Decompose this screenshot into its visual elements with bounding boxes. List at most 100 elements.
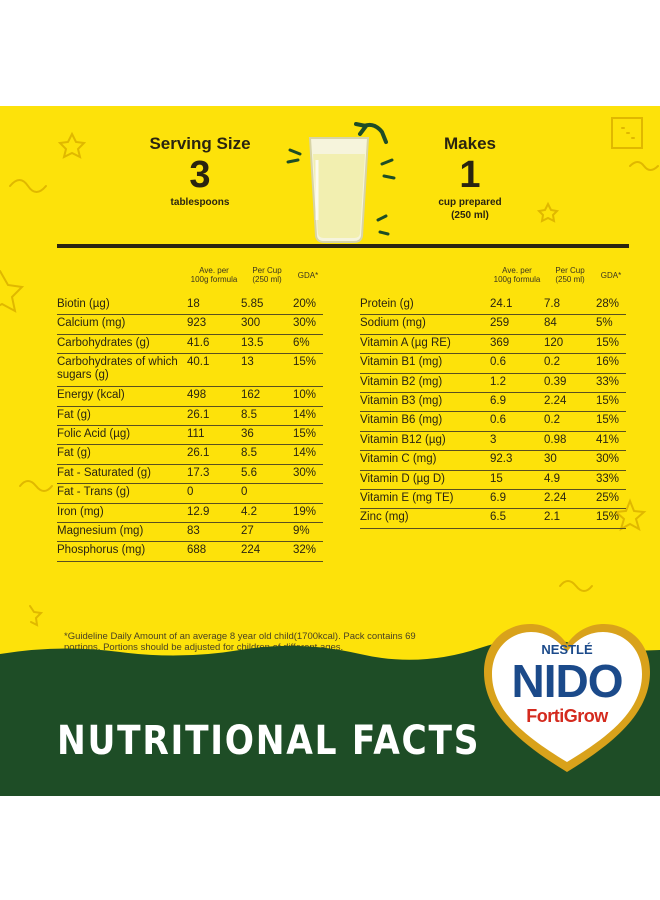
table-row: Carbohydrates (g) 41.6 13.5 6%	[57, 335, 323, 355]
makes-unit-line2: (250 ml)	[451, 210, 489, 221]
table-row: Sodium (mg) 259 84 5%	[360, 315, 626, 335]
nutrient-name: Carbohydrates (g)	[57, 336, 150, 349]
nutrient-name: Energy (kcal)	[57, 389, 125, 402]
nutrient-name: Vitamin B1 (mg)	[360, 356, 443, 369]
nutrient-name: Vitamin A (µg RE)	[360, 336, 451, 349]
nutrient-name: Carbohydrates of which sugars (g)	[57, 356, 178, 382]
percup-value: 36	[241, 427, 254, 440]
table-row: Energy (kcal) 498 162 10%	[57, 387, 323, 407]
nutrient-name: Biotin (µg)	[57, 298, 110, 310]
col-percup-line2-right: (250 ml)	[555, 275, 585, 284]
per100-value: 15	[490, 472, 503, 485]
percup-value: 5.6	[241, 466, 257, 479]
per100-value: 1.2	[490, 375, 506, 388]
gda-value	[293, 484, 323, 486]
gda-footnote: *Guideline Daily Amount of an average 8 …	[64, 631, 416, 653]
gda-value: 28%	[596, 298, 620, 310]
gda-value: 16%	[596, 356, 620, 369]
makes-title: Makes	[444, 134, 496, 153]
col-per100-line2-right: 100g formula	[493, 275, 541, 284]
col-percup-line2: (250 ml)	[252, 275, 282, 284]
nutrient-name: Zinc (mg)	[360, 511, 409, 524]
percup-value: 84	[544, 317, 557, 330]
col-percup-line1-right: Per Cup	[555, 266, 585, 275]
nutrient-name: Fat - Saturated (g)	[57, 466, 151, 479]
per100-value: 498	[187, 389, 207, 402]
percup-value: 4.9	[544, 472, 560, 485]
gda-value: 15%	[293, 427, 317, 440]
makes-block: Makes 1 cup prepared (250 ml)	[400, 134, 540, 222]
gda-value: 5%	[596, 317, 613, 330]
nutrition-table-right: Protein (g) 24.1 7.8 28% Sodium (mg) 259 84 5% V…	[360, 296, 626, 529]
nutrient-name: Fat - Trans (g)	[57, 486, 130, 499]
nutrient-name: Fat (g)	[57, 408, 91, 421]
gda-value: 30%	[596, 453, 620, 466]
col-gda: GDA*	[297, 271, 319, 280]
percup-value: 7.8	[544, 298, 560, 310]
per100-value: 26.1	[187, 408, 210, 421]
table-row: Fat (g) 26.1 8.5 14%	[57, 445, 323, 465]
table-row: Zinc (mg) 6.5 2.1 15%	[360, 509, 626, 529]
serving-size-block: Serving Size 3 tablespoons	[130, 134, 270, 209]
col-per100-line1: Ave. per	[199, 266, 229, 275]
per100-value: 17.3	[187, 466, 210, 479]
per100-value: 6.5	[490, 511, 506, 524]
per100-value: 688	[187, 544, 207, 557]
percup-value: 224	[241, 544, 261, 557]
serving-size-unit: tablespoons	[170, 197, 230, 208]
gda-value: 14%	[293, 408, 317, 421]
nutrient-name: Vitamin B6 (mg)	[360, 414, 443, 427]
per100-value: 83	[187, 524, 200, 537]
nutrient-name: Phosphorus (mg)	[57, 544, 146, 557]
percup-value: 0.2	[544, 356, 560, 369]
nutrient-name: Magnesium (mg)	[57, 524, 144, 537]
table-row: Vitamin A (µg RE) 369 120 15%	[360, 335, 626, 355]
percup-value: 30	[544, 453, 557, 466]
nutrient-name: Folic Acid (µg)	[57, 427, 131, 440]
percup-value: 0.39	[544, 375, 567, 388]
logo-sub: FortiGrow	[526, 706, 608, 726]
per100-value: 92.3	[490, 453, 513, 466]
nutrition-panel: Serving Size 3 tablespoons Makes 1 cup p…	[0, 106, 660, 796]
table-row: Vitamin D (µg D) 15 4.9 33%	[360, 471, 626, 490]
per100-value: 0.6	[490, 414, 506, 427]
per100-value: 3	[490, 433, 497, 446]
percup-value: 2.24	[544, 394, 567, 407]
nido-heart-badge	[484, 624, 650, 772]
percup-value: 300	[241, 317, 261, 330]
per100-value: 41.6	[187, 336, 210, 349]
percup-value: 2.1	[544, 511, 560, 524]
col-percup-line1: Per Cup	[252, 266, 282, 275]
per100-value: 18	[187, 298, 200, 310]
gda-value: 30%	[293, 317, 317, 330]
makes-unit-line1: cup prepared	[438, 197, 502, 208]
percup-value: 0	[241, 486, 248, 499]
nutrition-table-left: Biotin (µg) 18 5.85 20% Calcium (mg) 923 300 30…	[57, 296, 323, 562]
left-column-headers: Ave. per 100g formula Per Cup (250 ml) G…	[57, 266, 323, 284]
col-per100-line2: 100g formula	[190, 275, 238, 284]
serving-size-title: Serving Size	[149, 134, 251, 153]
percup-value: 13	[241, 356, 254, 369]
banner-title: NUTRITIONAL FACTS	[57, 718, 481, 764]
nutrient-name: Vitamin B3 (mg)	[360, 394, 443, 407]
table-row: Vitamin B6 (mg) 0.6 0.2 15%	[360, 412, 626, 432]
gda-value: 20%	[293, 298, 317, 310]
nutrient-name: Sodium (mg)	[360, 317, 426, 330]
serving-size-value: 3	[189, 154, 211, 196]
nutrient-name: Vitamin B2 (mg)	[360, 375, 443, 388]
col-gda-right: GDA*	[600, 271, 622, 280]
table-row: Folic Acid (µg) 111 36 15%	[57, 426, 323, 446]
table-row: Iron (mg) 12.9 4.2 19%	[57, 504, 323, 523]
gda-value: 15%	[293, 356, 317, 369]
gda-value: 33%	[596, 375, 620, 388]
per100-value: 26.1	[187, 447, 210, 460]
table-row: Vitamin C (mg) 92.3 30 30%	[360, 451, 626, 471]
per100-value: 923	[187, 317, 207, 330]
nutrient-name: Iron (mg)	[57, 505, 104, 518]
nutrient-name: Vitamin E (mg TE)	[360, 491, 454, 504]
nutrient-name: Protein (g)	[360, 298, 414, 310]
percup-value: 0.98	[544, 433, 567, 446]
table-row: Fat (g) 26.1 8.5 14%	[57, 407, 323, 426]
nutrient-name: Vitamin C (mg)	[360, 453, 437, 466]
table-row: Protein (g) 24.1 7.8 28%	[360, 296, 626, 316]
